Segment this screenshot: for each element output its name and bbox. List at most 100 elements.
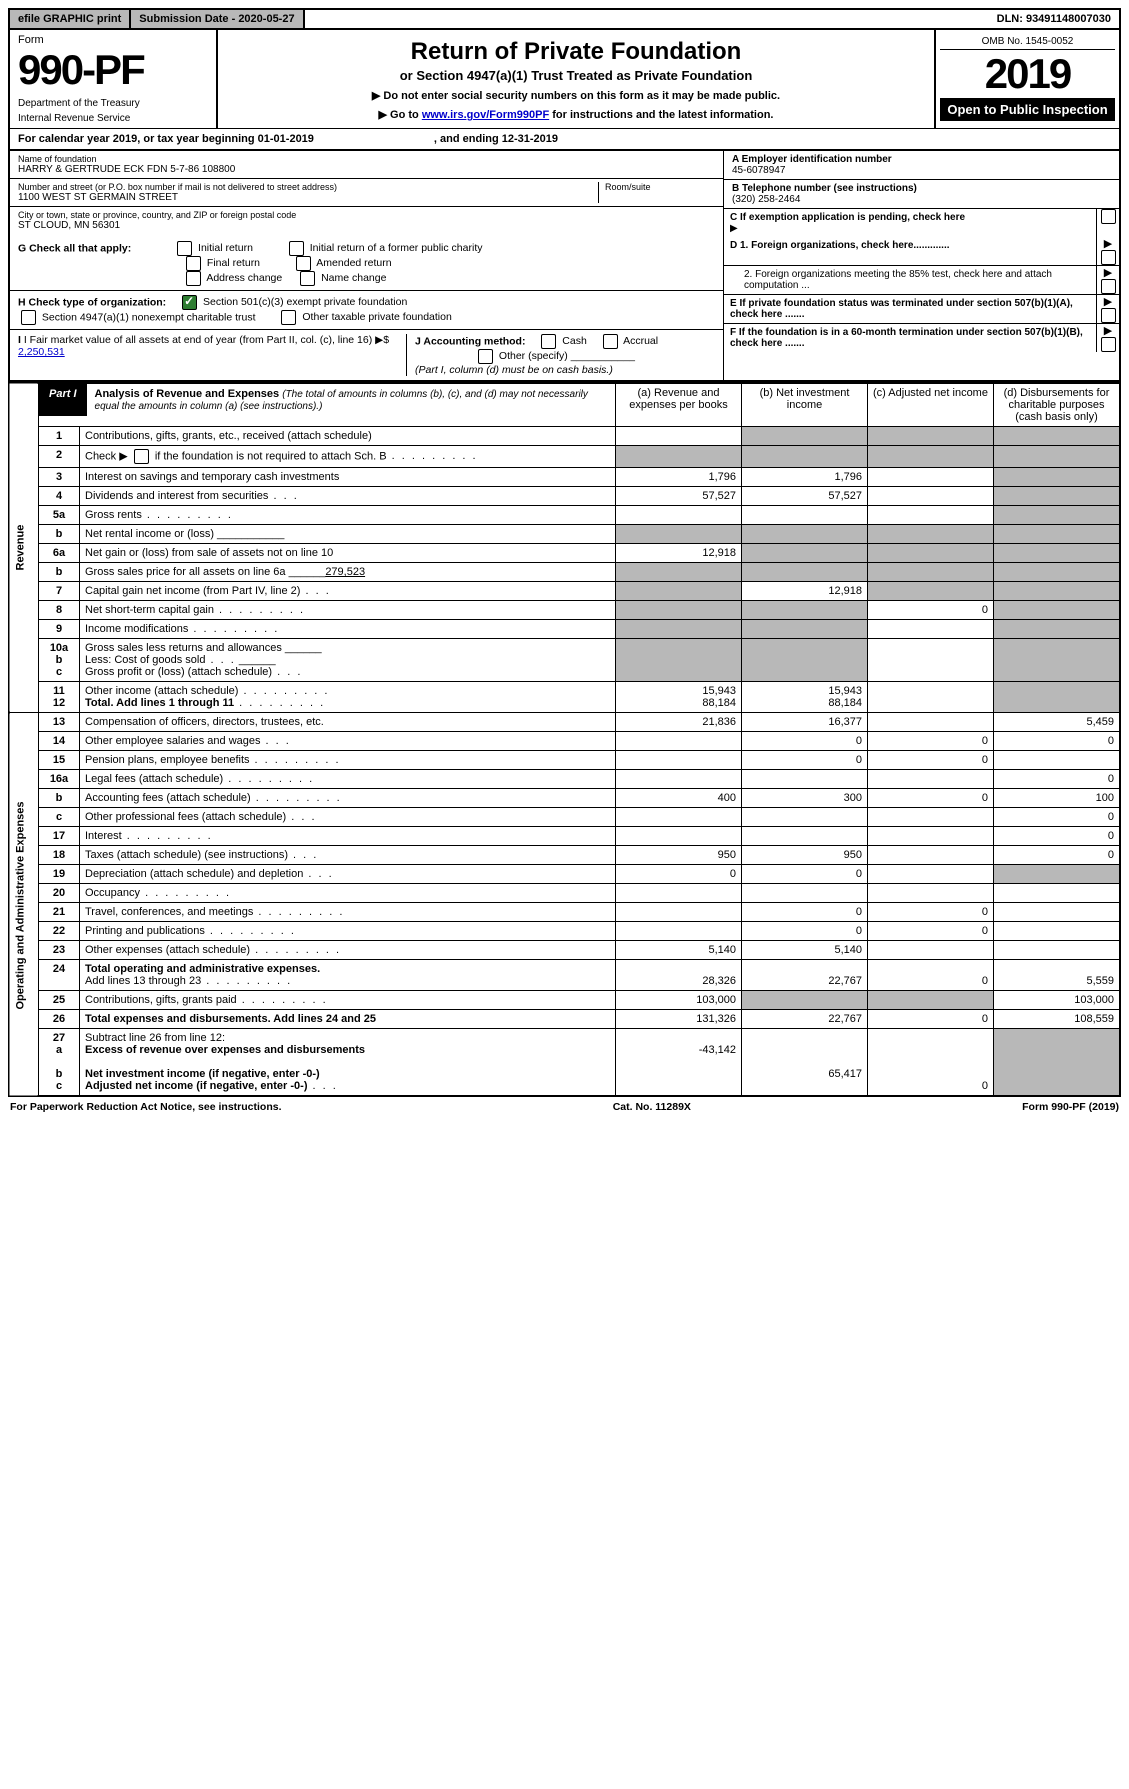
j-row: J Accounting method: Cash Accrual Other … [406,334,715,376]
form-note-link: ▶ Go to www.irs.gov/Form990PF for instru… [228,108,924,121]
cb-sch-b[interactable] [134,449,149,464]
revenue-side-label: Revenue [9,383,39,713]
cb-address-change[interactable] [186,271,201,286]
col-c-hdr: (c) Adjusted net income [868,383,994,427]
row-4: 4Dividends and interest from securities5… [9,487,1120,506]
cb-name-change[interactable] [300,271,315,286]
form-note-ssn: ▶ Do not enter social security numbers o… [228,89,924,102]
row-21: 21Travel, conferences, and meetings00 [9,903,1120,922]
cb-other-taxable[interactable] [281,310,296,325]
entity-info: Name of foundation HARRY & GERTRUDE ECK … [8,151,1121,237]
row-22: 22Printing and publications00 [9,922,1120,941]
room-label: Room/suite [605,182,715,192]
row-23: 23Other expenses (attach schedule)5,1405… [9,941,1120,960]
cb-amended[interactable] [296,256,311,271]
part1-badge: Part I [39,384,87,416]
foundation-name: HARRY & GERTRUDE ECK FDN 5-7-86 108800 [18,164,715,175]
row-25: 25Contributions, gifts, grants paid103,0… [9,991,1120,1010]
row-1: 1Contributions, gifts, grants, etc., rec… [9,427,1120,446]
row-2: 2Check ▶ if the foundation is not requir… [9,446,1120,468]
expenses-side-label: Operating and Administrative Expenses [9,713,39,1097]
i-row: I I Fair market value of all assets at e… [18,334,406,376]
paperwork-notice: For Paperwork Reduction Act Notice, see … [10,1101,282,1113]
irs-label: Internal Revenue Service [18,113,208,124]
row-8: 8Net short-term capital gain0 [9,601,1120,620]
g-row: G Check all that apply: Initial return I… [10,237,723,291]
check-section: G Check all that apply: Initial return I… [8,237,1121,382]
omb-number: OMB No. 1545-0052 [940,34,1115,50]
cb-initial-former[interactable] [289,241,304,256]
cb-final-return[interactable] [186,256,201,271]
row-16b: bAccounting fees (attach schedule)400300… [9,789,1120,808]
row-11-12: 1112Other income (attach schedule)Total.… [9,682,1120,713]
city-label: City or town, state or province, country… [18,210,715,220]
form-title: Return of Private Foundation [228,38,924,66]
form-number: 990-PF [18,46,208,94]
row-18: 18Taxes (attach schedule) (see instructi… [9,846,1120,865]
part1-table: Revenue Part I Analysis of Revenue and E… [8,382,1121,1097]
row-5a: 5aGross rents [9,506,1120,525]
form-subtitle: or Section 4947(a)(1) Trust Treated as P… [228,68,924,83]
top-bar: efile GRAPHIC print Submission Date - 20… [8,8,1121,30]
name-label: Name of foundation [18,154,715,164]
row-6a: 6aNet gain or (loss) from sale of assets… [9,544,1120,563]
e-checkbox[interactable] [1101,308,1116,323]
efile-print-button[interactable]: efile GRAPHIC print [10,10,131,28]
f-checkbox[interactable] [1101,337,1116,352]
cb-4947[interactable] [21,310,36,325]
row-5b: bNet rental income or (loss) ___________ [9,525,1120,544]
form-word: Form [18,34,208,46]
page-footer: For Paperwork Reduction Act Notice, see … [8,1097,1121,1117]
d1-label: D 1. Foreign organizations, check here..… [730,240,950,251]
calendar-year-row: For calendar year 2019, or tax year begi… [8,128,1121,151]
cb-initial-return[interactable] [177,241,192,256]
c-checkbox[interactable] [1101,209,1116,224]
col-b-hdr: (b) Net investment income [742,383,868,427]
d1-checkbox[interactable] [1101,250,1116,265]
cb-other-method[interactable] [478,349,493,364]
d2-checkbox[interactable] [1101,279,1116,294]
f-label: F If the foundation is in a 60-month ter… [730,327,1083,349]
d2-label: 2. Foreign organizations meeting the 85%… [724,266,1096,294]
phone-value: (320) 258-2464 [732,194,1111,205]
e-label: E If private foundation status was termi… [730,298,1073,320]
fmv-link[interactable]: 2,250,531 [18,346,65,358]
row-6b: bGross sales price for all assets on lin… [9,563,1120,582]
dln-label: DLN: 93491148007030 [989,10,1119,28]
part1-title: Analysis of Revenue and Expenses [95,388,280,400]
c-label: C If exemption application is pending, c… [730,212,965,223]
row-10: 10abcGross sales less returns and allowa… [9,639,1120,682]
ein-value: 45-6078947 [732,165,1111,176]
tax-year: 2019 [940,50,1115,98]
addr-label: Number and street (or P.O. box number if… [18,182,598,192]
open-to-public: Open to Public Inspection [940,98,1115,121]
row-19: 19Depreciation (attach schedule) and dep… [9,865,1120,884]
row-20: 20Occupancy [9,884,1120,903]
foundation-address: 1100 WEST ST GERMAIN STREET [18,192,598,203]
col-d-hdr: (d) Disbursements for charitable purpose… [994,383,1121,427]
cb-accrual[interactable] [603,334,618,349]
row-3: 3Interest on savings and temporary cash … [9,468,1120,487]
foundation-city: ST CLOUD, MN 56301 [18,220,715,231]
col-a-hdr: (a) Revenue and expenses per books [616,383,742,427]
cb-501c3[interactable] [182,295,197,310]
row-7: 7Capital gain net income (from Part IV, … [9,582,1120,601]
h-row: H Check type of organization: Section 50… [10,291,723,330]
form-header: Form 990-PF Department of the Treasury I… [8,30,1121,128]
form-ref: Form 990-PF (2019) [1022,1101,1119,1113]
cat-no: Cat. No. 11289X [613,1101,691,1113]
row-16c: cOther professional fees (attach schedul… [9,808,1120,827]
cb-cash[interactable] [541,334,556,349]
row-24: 24Total operating and administrative exp… [9,960,1120,991]
row-26: 26Total expenses and disbursements. Add … [9,1010,1120,1029]
dept-treasury: Department of the Treasury [18,98,208,109]
irs-link[interactable]: www.irs.gov/Form990PF [422,109,549,121]
ein-label: A Employer identification number [732,154,1111,165]
row-17: 17Interest0 [9,827,1120,846]
row-9: 9Income modifications [9,620,1120,639]
phone-label: B Telephone number (see instructions) [732,183,1111,194]
submission-date: Submission Date - 2020-05-27 [131,10,304,28]
row-16a: 16aLegal fees (attach schedule)0 [9,770,1120,789]
row-14: 14Other employee salaries and wages000 [9,732,1120,751]
row-27: 27abc Subtract line 26 from line 12:Exce… [9,1029,1120,1097]
